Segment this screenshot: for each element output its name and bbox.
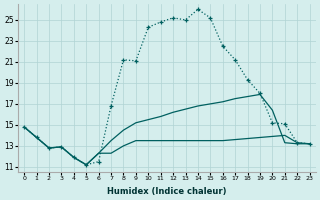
X-axis label: Humidex (Indice chaleur): Humidex (Indice chaleur)	[107, 187, 227, 196]
